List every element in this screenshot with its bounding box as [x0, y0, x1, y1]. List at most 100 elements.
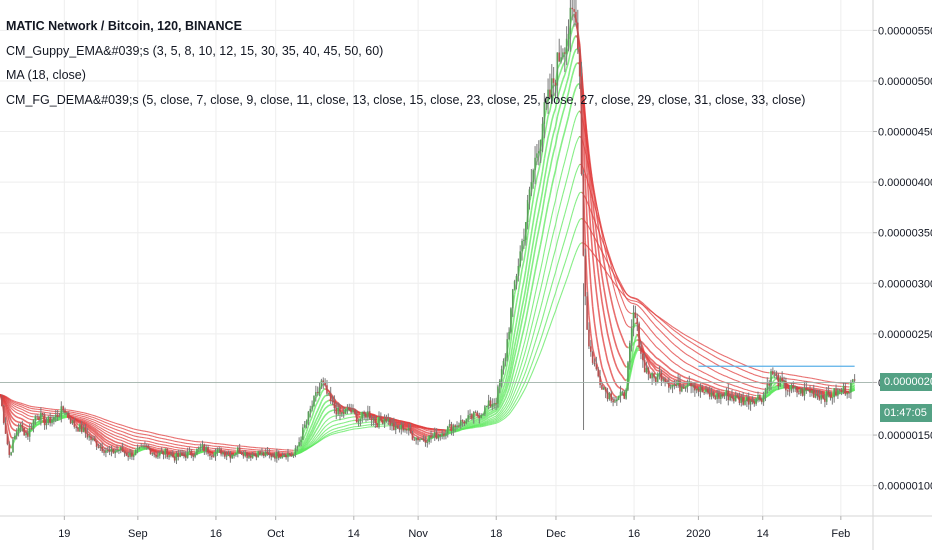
ema-line-segment	[517, 300, 521, 313]
ema-line-segment	[320, 417, 324, 422]
ema-line-segment	[484, 420, 488, 423]
ema-line-segment	[770, 390, 774, 392]
ema-line-segment	[479, 422, 482, 425]
ema-line-segment	[413, 431, 417, 435]
ema-line-segment	[107, 442, 111, 446]
ema-line-segment	[547, 224, 551, 233]
ema-line-segment	[584, 119, 588, 137]
ema-line-segment	[495, 410, 499, 415]
ema-line-segment	[530, 281, 534, 292]
ema-line-segment	[311, 410, 315, 418]
ema-line-segment	[605, 252, 609, 262]
ema-line-segment	[20, 408, 23, 410]
ema-line-segment	[23, 419, 27, 423]
ema-line-segment	[620, 284, 623, 289]
ema-line-segment	[75, 418, 79, 421]
ema-line-segment	[621, 388, 625, 392]
ema-line-segment	[490, 414, 493, 418]
ema-line-segment	[562, 187, 566, 195]
ema-line-segment	[109, 443, 112, 446]
ema-line-segment	[96, 425, 99, 428]
ema-line-segment	[319, 430, 322, 435]
ema-line-segment	[120, 436, 123, 439]
ema-line-segment	[822, 391, 826, 394]
ema-line-segment	[573, 63, 577, 70]
ema-line-segment	[655, 356, 659, 360]
ema-line-segment	[322, 402, 326, 406]
ema-line-segment	[105, 439, 109, 442]
ema-line-segment	[571, 233, 575, 240]
ema-line-segment	[521, 384, 525, 389]
ema-line-segment	[328, 426, 331, 429]
ema-line-segment	[124, 444, 127, 447]
ema-line-segment	[593, 216, 598, 234]
ema-line-segment	[696, 345, 699, 348]
ema-line-segment	[488, 415, 491, 419]
ema-line-segment	[573, 87, 577, 94]
ema-line-segment	[625, 308, 629, 312]
ema-line-segment	[539, 210, 544, 221]
ema-line-segment	[623, 319, 627, 325]
ema-line-segment	[681, 375, 685, 378]
ema-line-segment	[326, 399, 330, 403]
ema-line-segment	[83, 419, 86, 421]
ema-line-segment	[115, 428, 118, 431]
ema-line-segment	[100, 427, 103, 430]
ema-line-segment	[612, 266, 616, 272]
ema-line-segment	[75, 417, 79, 420]
ema-line-segment	[25, 424, 29, 428]
ema-line-segment	[490, 421, 493, 424]
ema-line-segment	[373, 413, 376, 416]
ema-line-segment	[556, 152, 560, 162]
ema-line-segment	[676, 372, 679, 375]
ema-line-segment	[642, 349, 646, 353]
ema-line-segment	[707, 379, 710, 382]
ema-line-segment	[567, 245, 571, 253]
ema-line-segment	[597, 244, 601, 249]
ema-line-segment	[345, 421, 348, 423]
ema-line-segment	[696, 380, 699, 383]
ema-line-segment	[96, 422, 99, 425]
ema-line-segment	[595, 211, 599, 219]
ema-line-segment	[612, 334, 616, 342]
ema-line-segment	[336, 419, 339, 421]
ema-line-segment	[12, 406, 16, 410]
ema-line-segment	[309, 429, 313, 434]
ema-line-segment	[328, 421, 331, 425]
ema-line-segment	[662, 325, 666, 329]
ema-line-segment	[510, 364, 514, 375]
ema-line-segment	[681, 367, 685, 370]
ema-line-segment	[120, 439, 123, 442]
ema-line-segment	[322, 387, 326, 391]
ema-line-segment	[526, 222, 531, 236]
ema-line-segment	[103, 426, 107, 429]
ema-line-segment	[497, 417, 501, 421]
ema-line-segment	[715, 363, 718, 366]
ema-line-segment	[571, 149, 575, 158]
ema-line-segment	[523, 249, 527, 262]
ema-line-segment	[571, 68, 575, 77]
ema-line-segment	[577, 135, 581, 140]
ema-line-segment	[584, 197, 588, 202]
ema-line-segment	[521, 376, 525, 382]
ema-line-segment	[547, 150, 551, 159]
ema-line-segment	[560, 95, 564, 103]
ema-line-segment	[552, 144, 557, 153]
ema-line-segment	[10, 401, 14, 404]
ema-line-segment	[540, 318, 544, 325]
ema-line-segment	[415, 432, 419, 436]
ema-line-segment	[16, 412, 19, 415]
ema-line-segment	[567, 220, 571, 228]
ema-line-segment	[25, 410, 29, 413]
ema-line-segment	[560, 168, 564, 176]
ema-line-segment	[111, 435, 114, 438]
ema-line-segment	[675, 345, 679, 349]
ema-line-segment	[702, 377, 705, 380]
ema-line-segment	[674, 362, 677, 365]
ema-line-segment	[88, 419, 92, 422]
ema-line-segment	[659, 317, 662, 321]
ema-line-segment	[517, 377, 521, 383]
ema-line-segment	[584, 221, 588, 225]
ema-line-segment	[124, 446, 127, 449]
